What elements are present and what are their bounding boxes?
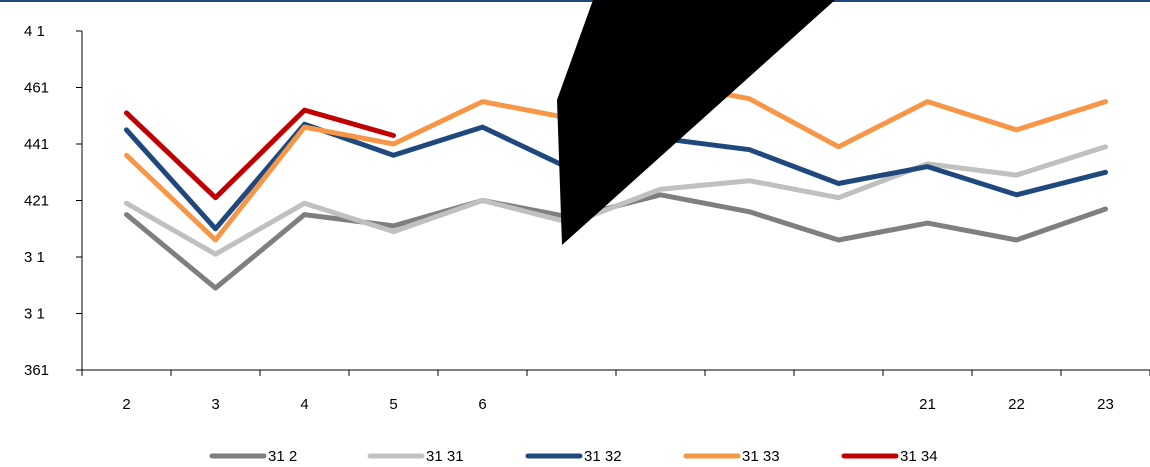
x-tick-label: 4 — [300, 396, 308, 413]
x-tick-label: 2 — [122, 396, 130, 413]
x-tick-label: 22 — [1008, 396, 1025, 413]
legend-label-0: 31 2 — [268, 448, 297, 465]
series-line-4 — [124, 107, 396, 201]
y-tick-label: 3 1 — [24, 306, 45, 323]
x-tick-label: 5 — [389, 396, 397, 413]
x-tick-label: 6 — [478, 396, 486, 413]
series-line-1 — [124, 144, 1108, 257]
y-axis-ticks: 4 1 461 441 421 3 1 3 1 361 — [24, 23, 82, 379]
legend-label-2: 31 32 — [584, 448, 622, 465]
y-tick-label: 461 — [24, 80, 49, 97]
y-tick-label: 441 — [24, 136, 49, 153]
y-tick-label: 3 1 — [24, 249, 45, 266]
y-tick-label: 361 — [24, 362, 49, 379]
overlay-shape — [557, 0, 835, 245]
x-tick-label: 21 — [919, 396, 936, 413]
y-tick-label: 4 1 — [24, 23, 45, 40]
legend: 31 2 31 31 31 32 31 33 31 34 — [209, 448, 938, 465]
x-axis-ticks: 2 3 4 5 6 21 22 23 — [81, 370, 1150, 413]
legend-label-4: 31 34 — [900, 448, 938, 465]
legend-label-1: 31 31 — [426, 448, 464, 465]
y-tick-label: 421 — [24, 193, 49, 210]
x-tick-label: 23 — [1097, 396, 1114, 413]
legend-label-3: 31 33 — [742, 448, 780, 465]
x-tick-label: 3 — [211, 396, 219, 413]
